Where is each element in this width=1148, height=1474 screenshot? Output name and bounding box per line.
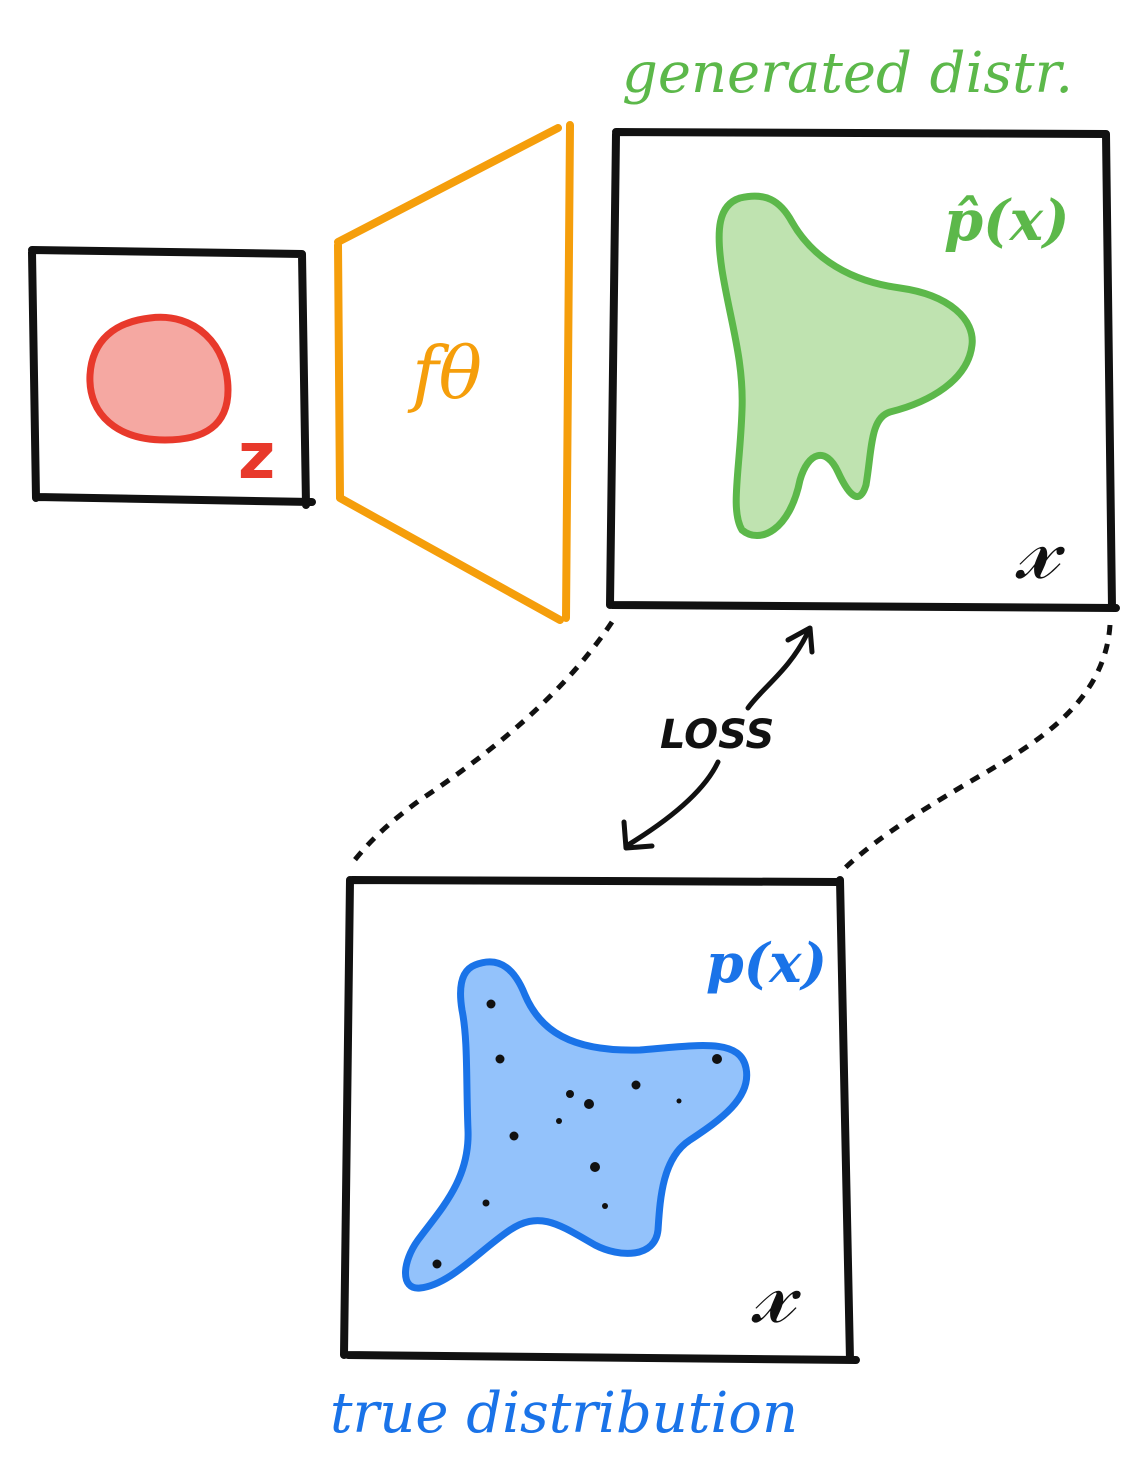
latent-label: z [238,420,275,494]
generated-distribution-title: generated distr. [622,41,1073,106]
true-space-symbol: 𝓍 [751,1239,801,1344]
true-distribution-blob [402,958,751,1292]
generated-distribution-blob [715,192,976,539]
true-space-box [340,876,860,1364]
generator-network-shape [334,121,574,624]
dashed-connector-right [843,624,1113,870]
sample-point [712,1054,722,1064]
sample-point [482,1199,490,1207]
sample-point [676,1098,682,1104]
sample-point [566,1090,574,1098]
sample-point [486,999,496,1009]
true-density-label: p(x) [706,931,827,995]
loss-arrow-down [621,759,721,851]
generated-density-label: p̂(x) [944,188,1070,254]
true-samples [432,999,722,1269]
sample-point [556,1118,562,1124]
sample-point [631,1080,641,1090]
generated-space-symbol: 𝓍 [1015,495,1065,600]
generated-space-box [606,128,1120,612]
sample-point [509,1131,519,1141]
loss-label: LOSS [660,712,774,758]
latent-distribution-blob [86,313,232,444]
latent-space-box [28,246,316,509]
loss-arrow-up [745,625,815,711]
true-distribution-title: true distribution [330,1381,798,1446]
sample-point [495,1054,505,1064]
generator-label: fθ [407,331,482,415]
sample-point [590,1162,600,1172]
dashed-connector-left [348,620,615,868]
sample-point [584,1099,594,1109]
sample-point [432,1259,442,1269]
sample-point [602,1203,608,1209]
